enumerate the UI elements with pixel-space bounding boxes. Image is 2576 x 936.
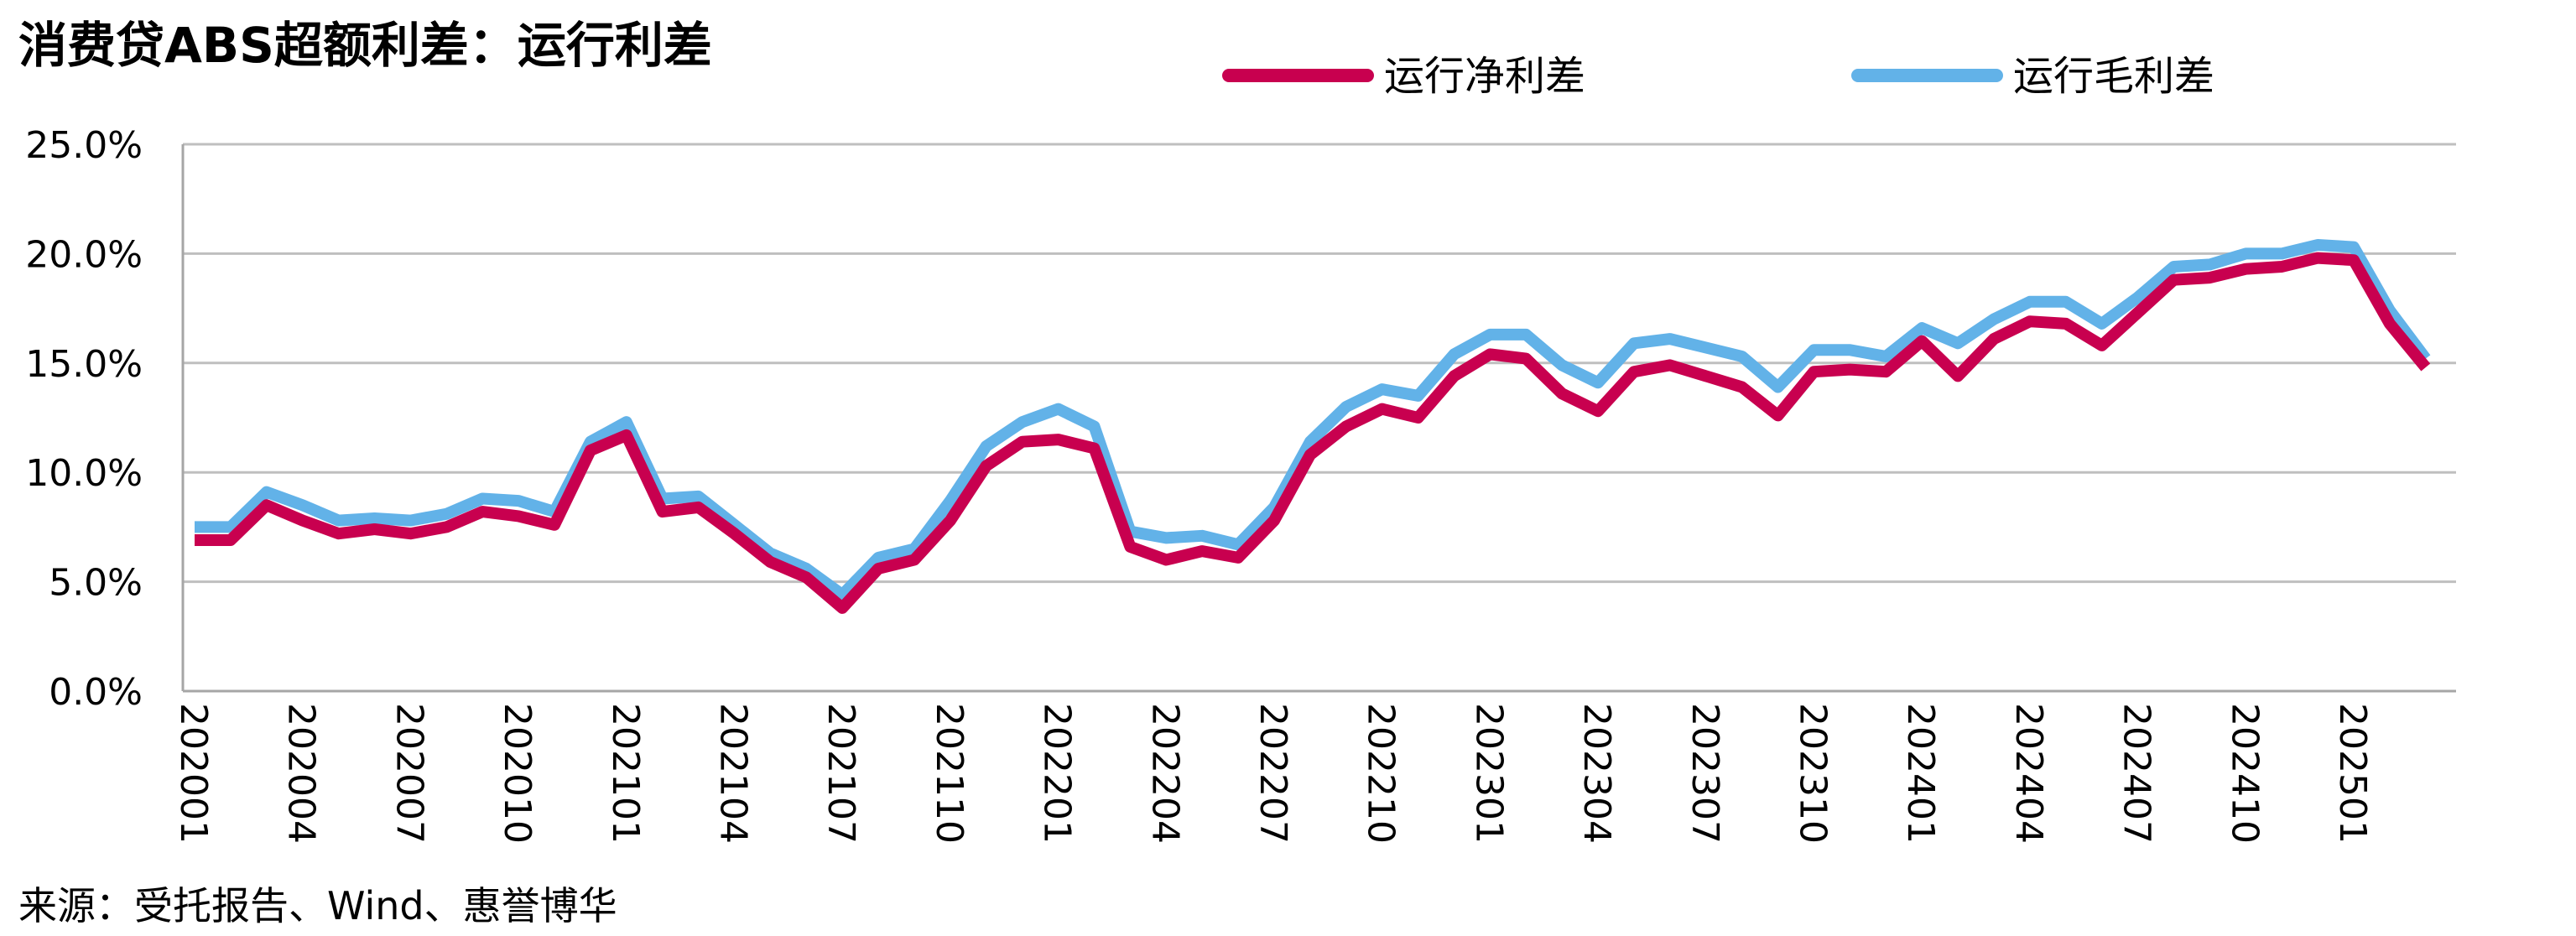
x-tick-group: 202104 bbox=[712, 703, 755, 844]
x-tick-label: 202101 bbox=[604, 703, 647, 844]
x-tick-labels: 202001 202004 202007 202010 202101 202104 2021… bbox=[172, 703, 2374, 844]
x-tick-group: 202201 bbox=[1036, 703, 1079, 844]
x-tick-group: 202210 bbox=[1360, 703, 1402, 844]
x-tick-group: 202407 bbox=[2115, 703, 2158, 844]
x-tick-group: 202404 bbox=[2007, 703, 2050, 844]
y-tick-labels: 0.0% 5.0% 10.0% 15.0% 20.0% 25.0% bbox=[25, 124, 143, 714]
x-tick-group: 202310 bbox=[1792, 703, 1834, 844]
x-tick-label: 202007 bbox=[388, 703, 430, 844]
x-tick-label: 202501 bbox=[2331, 703, 2374, 844]
series-line-net bbox=[195, 252, 2431, 614]
legend-label: 运行净利差 bbox=[1384, 53, 1585, 100]
x-tick-label: 202307 bbox=[1684, 703, 1726, 844]
legend-label: 运行毛利差 bbox=[2013, 53, 2214, 100]
x-tick-group: 202010 bbox=[496, 703, 539, 844]
x-tick-label: 202401 bbox=[1899, 703, 1942, 844]
x-tick-group: 202207 bbox=[1252, 703, 1294, 844]
legend: 运行净利差 运行毛利差 bbox=[1222, 53, 2214, 100]
x-tick-label: 202210 bbox=[1360, 703, 1402, 844]
y-tick-label: 20.0% bbox=[25, 233, 143, 276]
x-tick-group: 202301 bbox=[1467, 703, 1510, 844]
x-tick-group: 202307 bbox=[1684, 703, 1726, 844]
series-lines bbox=[195, 239, 2431, 614]
x-tick-label: 202110 bbox=[928, 703, 971, 844]
x-tick-group: 202004 bbox=[280, 703, 323, 844]
x-tick-label: 202004 bbox=[280, 703, 323, 844]
x-tick-group: 202204 bbox=[1143, 703, 1186, 844]
x-tick-label: 202301 bbox=[1467, 703, 1510, 844]
x-tick-group: 202401 bbox=[1899, 703, 1942, 844]
x-tick-label: 202304 bbox=[1575, 703, 1618, 844]
x-tick-group: 202501 bbox=[2331, 703, 2374, 844]
x-tick-label: 202107 bbox=[820, 703, 862, 844]
x-tick-group: 202410 bbox=[2223, 703, 2266, 844]
x-tick-group: 202001 bbox=[172, 703, 215, 844]
x-tick-label: 202404 bbox=[2007, 703, 2050, 844]
series-line-gross bbox=[195, 239, 2431, 601]
x-tick-label: 202310 bbox=[1792, 703, 1834, 844]
x-tick-label: 202207 bbox=[1252, 703, 1294, 844]
x-tick-group: 202101 bbox=[604, 703, 647, 844]
x-tick-group: 202107 bbox=[820, 703, 862, 844]
x-tick-label: 202410 bbox=[2223, 703, 2266, 844]
chart-title: 消费贷ABS超额利差：运行利差 bbox=[18, 17, 712, 74]
x-tick-label: 202204 bbox=[1143, 703, 1186, 844]
gridlines bbox=[183, 143, 2456, 584]
x-tick-label: 202407 bbox=[2115, 703, 2158, 844]
y-tick-label: 0.0% bbox=[49, 671, 143, 714]
x-tick-label: 202010 bbox=[496, 703, 539, 844]
x-tick-group: 202304 bbox=[1575, 703, 1618, 844]
y-tick-label: 15.0% bbox=[25, 343, 143, 386]
y-tick-label: 10.0% bbox=[25, 452, 143, 495]
x-tick-group: 202007 bbox=[388, 703, 430, 844]
x-tick-label: 202201 bbox=[1036, 703, 1079, 844]
x-tick-label: 202104 bbox=[712, 703, 755, 844]
x-tick-label: 202001 bbox=[172, 703, 215, 844]
y-tick-label: 5.0% bbox=[49, 562, 143, 605]
source-note: 来源：受托报告、Wind、惠誉博华 bbox=[18, 883, 617, 928]
axes bbox=[181, 144, 2456, 693]
y-tick-label: 25.0% bbox=[25, 124, 143, 167]
x-tick-group: 202110 bbox=[928, 703, 971, 844]
